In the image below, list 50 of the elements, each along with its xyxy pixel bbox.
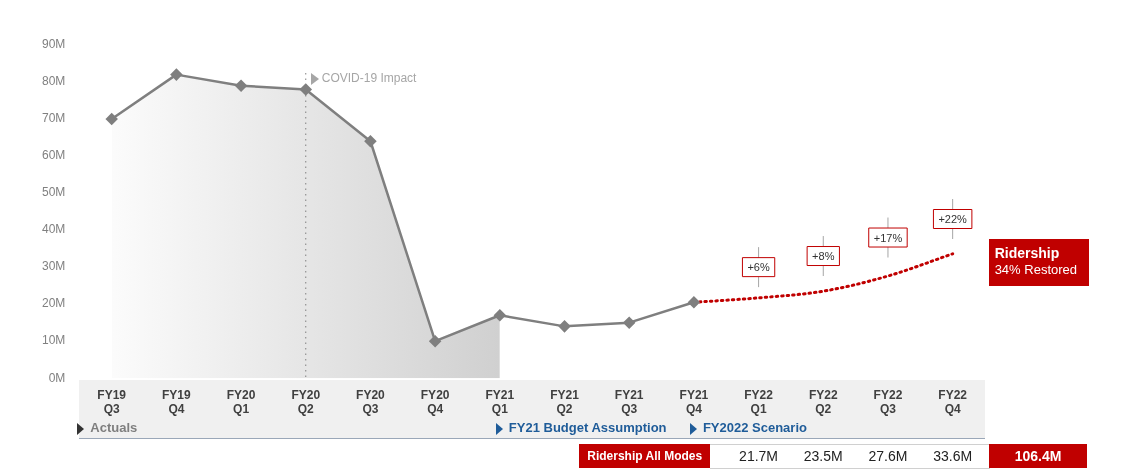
y-tick-label: 40M: [42, 222, 66, 237]
y-tick-label: 20M: [42, 296, 66, 311]
x-tick-label: FY20 Q1: [226, 387, 256, 417]
point: [688, 296, 700, 309]
x-tick-label: FY22 Q4: [938, 387, 968, 417]
x-tick-label: FY20 Q2: [291, 387, 321, 417]
point: [170, 68, 183, 81]
text: Ridership All Modes: [579, 444, 711, 469]
y-tick-label: 60M: [42, 148, 66, 163]
annotation: +8%: [812, 250, 835, 263]
x-tick-label: FY19 Q3: [97, 387, 127, 417]
point: [429, 335, 441, 347]
x-tick-label: FY19 Q4: [162, 387, 192, 417]
point: [300, 83, 312, 96]
annotation: +22%: [938, 213, 968, 226]
point: [105, 113, 118, 125]
x-tick-label: FY21 Q4: [679, 387, 709, 417]
text: Ridership: [994, 244, 1060, 261]
y-tick-label: 30M: [42, 259, 66, 274]
data-label: 33.6M: [932, 447, 974, 467]
y-tick-label: 0M: [48, 370, 66, 385]
point: [623, 316, 635, 329]
data-label: 21.7M: [738, 447, 780, 467]
x-tick-label: FY20 Q4: [420, 387, 450, 417]
x-tick-label: FY21 Q3: [614, 387, 644, 417]
x-tick-label: FY21 Q1: [485, 387, 515, 417]
point: [364, 135, 377, 148]
point: [494, 309, 506, 322]
ref-line-label: COVID-19 Impact: [321, 71, 418, 86]
y-tick-label: 80M: [42, 74, 66, 89]
annotation: +6%: [747, 261, 770, 274]
text: FY2022 Scenario: [701, 420, 807, 436]
point: [558, 320, 571, 333]
y-tick-label: 70M: [42, 111, 66, 126]
y-tick-label: 90M: [42, 37, 66, 52]
text: 106.4M: [989, 444, 1087, 469]
x-tick-label: FY21 Q2: [550, 387, 580, 417]
text: Actuals: [89, 420, 138, 436]
annotation: +17%: [873, 231, 903, 244]
x-tick-label: FY22 Q2: [808, 387, 838, 417]
data-label: 27.6M: [867, 447, 909, 467]
x-tick-label: FY20 Q3: [356, 387, 386, 417]
text: FY21 Budget Assumption: [507, 420, 667, 436]
x-tick-label: FY22 Q1: [744, 387, 774, 417]
y-tick-label: 50M: [42, 185, 66, 200]
text: 34% Restored: [994, 261, 1078, 277]
x-tick-label: FY22 Q3: [873, 387, 903, 417]
data-label: 23.5M: [802, 447, 844, 467]
point: [235, 79, 247, 92]
y-tick-label: 10M: [42, 333, 66, 348]
